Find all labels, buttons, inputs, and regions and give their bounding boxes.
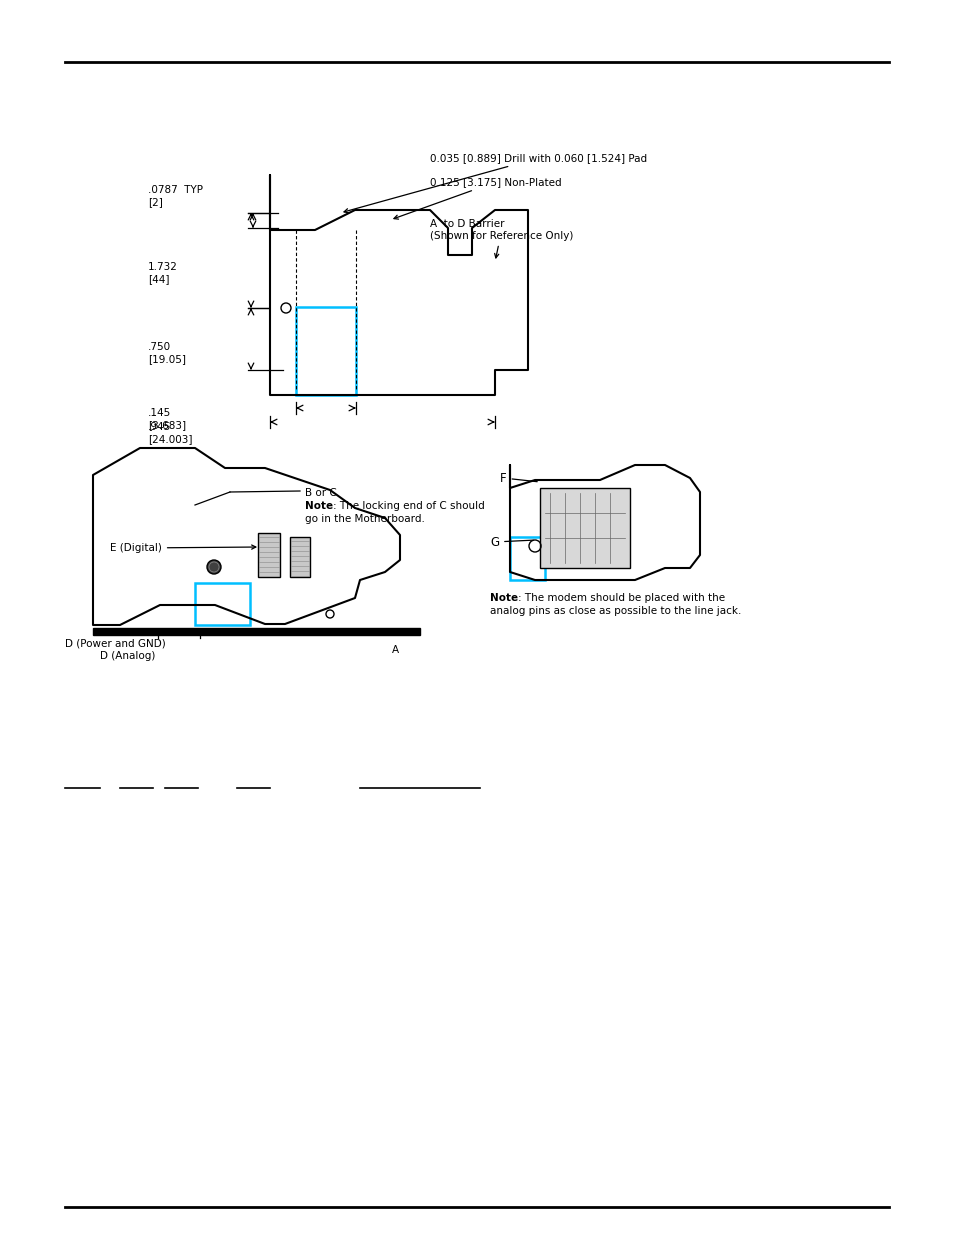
Text: : The locking end of C should: : The locking end of C should (333, 501, 484, 511)
Text: 0.035 [0.889] Drill with 0.060 [1.524] Pad: 0.035 [0.889] Drill with 0.060 [1.524] P… (344, 153, 646, 212)
Bar (257, 534, 280, 577)
Text: : The modem should be placed with the: : The modem should be placed with the (517, 593, 724, 603)
Text: [3.683]: [3.683] (148, 420, 186, 430)
Text: .0787  TYP: .0787 TYP (148, 185, 203, 195)
Text: analog pins as close as possible to the line jack.: analog pins as close as possible to the … (490, 606, 740, 616)
Text: [24.003]: [24.003] (148, 433, 193, 445)
Bar (539, 488, 629, 568)
Text: D (Analog): D (Analog) (100, 651, 155, 661)
Bar (194, 583, 250, 625)
Text: .945: .945 (148, 422, 172, 432)
Polygon shape (92, 629, 419, 635)
Text: [44]: [44] (148, 274, 170, 284)
Text: F: F (499, 472, 537, 484)
Text: .145: .145 (148, 408, 172, 417)
Text: G: G (490, 536, 533, 548)
Text: [19.05]: [19.05] (148, 354, 186, 364)
Text: Note: Note (490, 593, 517, 603)
Text: D (Power and GND): D (Power and GND) (65, 638, 166, 648)
Text: A: A (392, 645, 398, 655)
Text: B or C: B or C (305, 488, 336, 498)
Text: E (Digital): E (Digital) (110, 543, 255, 553)
Bar (510, 537, 544, 580)
Text: 1.732: 1.732 (148, 262, 177, 272)
Text: go in the Motherboard.: go in the Motherboard. (305, 514, 424, 524)
Text: Note: Note (305, 501, 333, 511)
Bar (295, 308, 355, 395)
Text: 0.125 [3.175] Non-Plated: 0.125 [3.175] Non-Plated (394, 177, 561, 219)
Text: .750: .750 (148, 342, 171, 352)
Circle shape (207, 559, 221, 574)
Bar (290, 537, 310, 577)
Text: [2]: [2] (148, 198, 163, 207)
Text: A  to D Barrier
(Shown for Reference Only): A to D Barrier (Shown for Reference Only… (430, 219, 573, 258)
